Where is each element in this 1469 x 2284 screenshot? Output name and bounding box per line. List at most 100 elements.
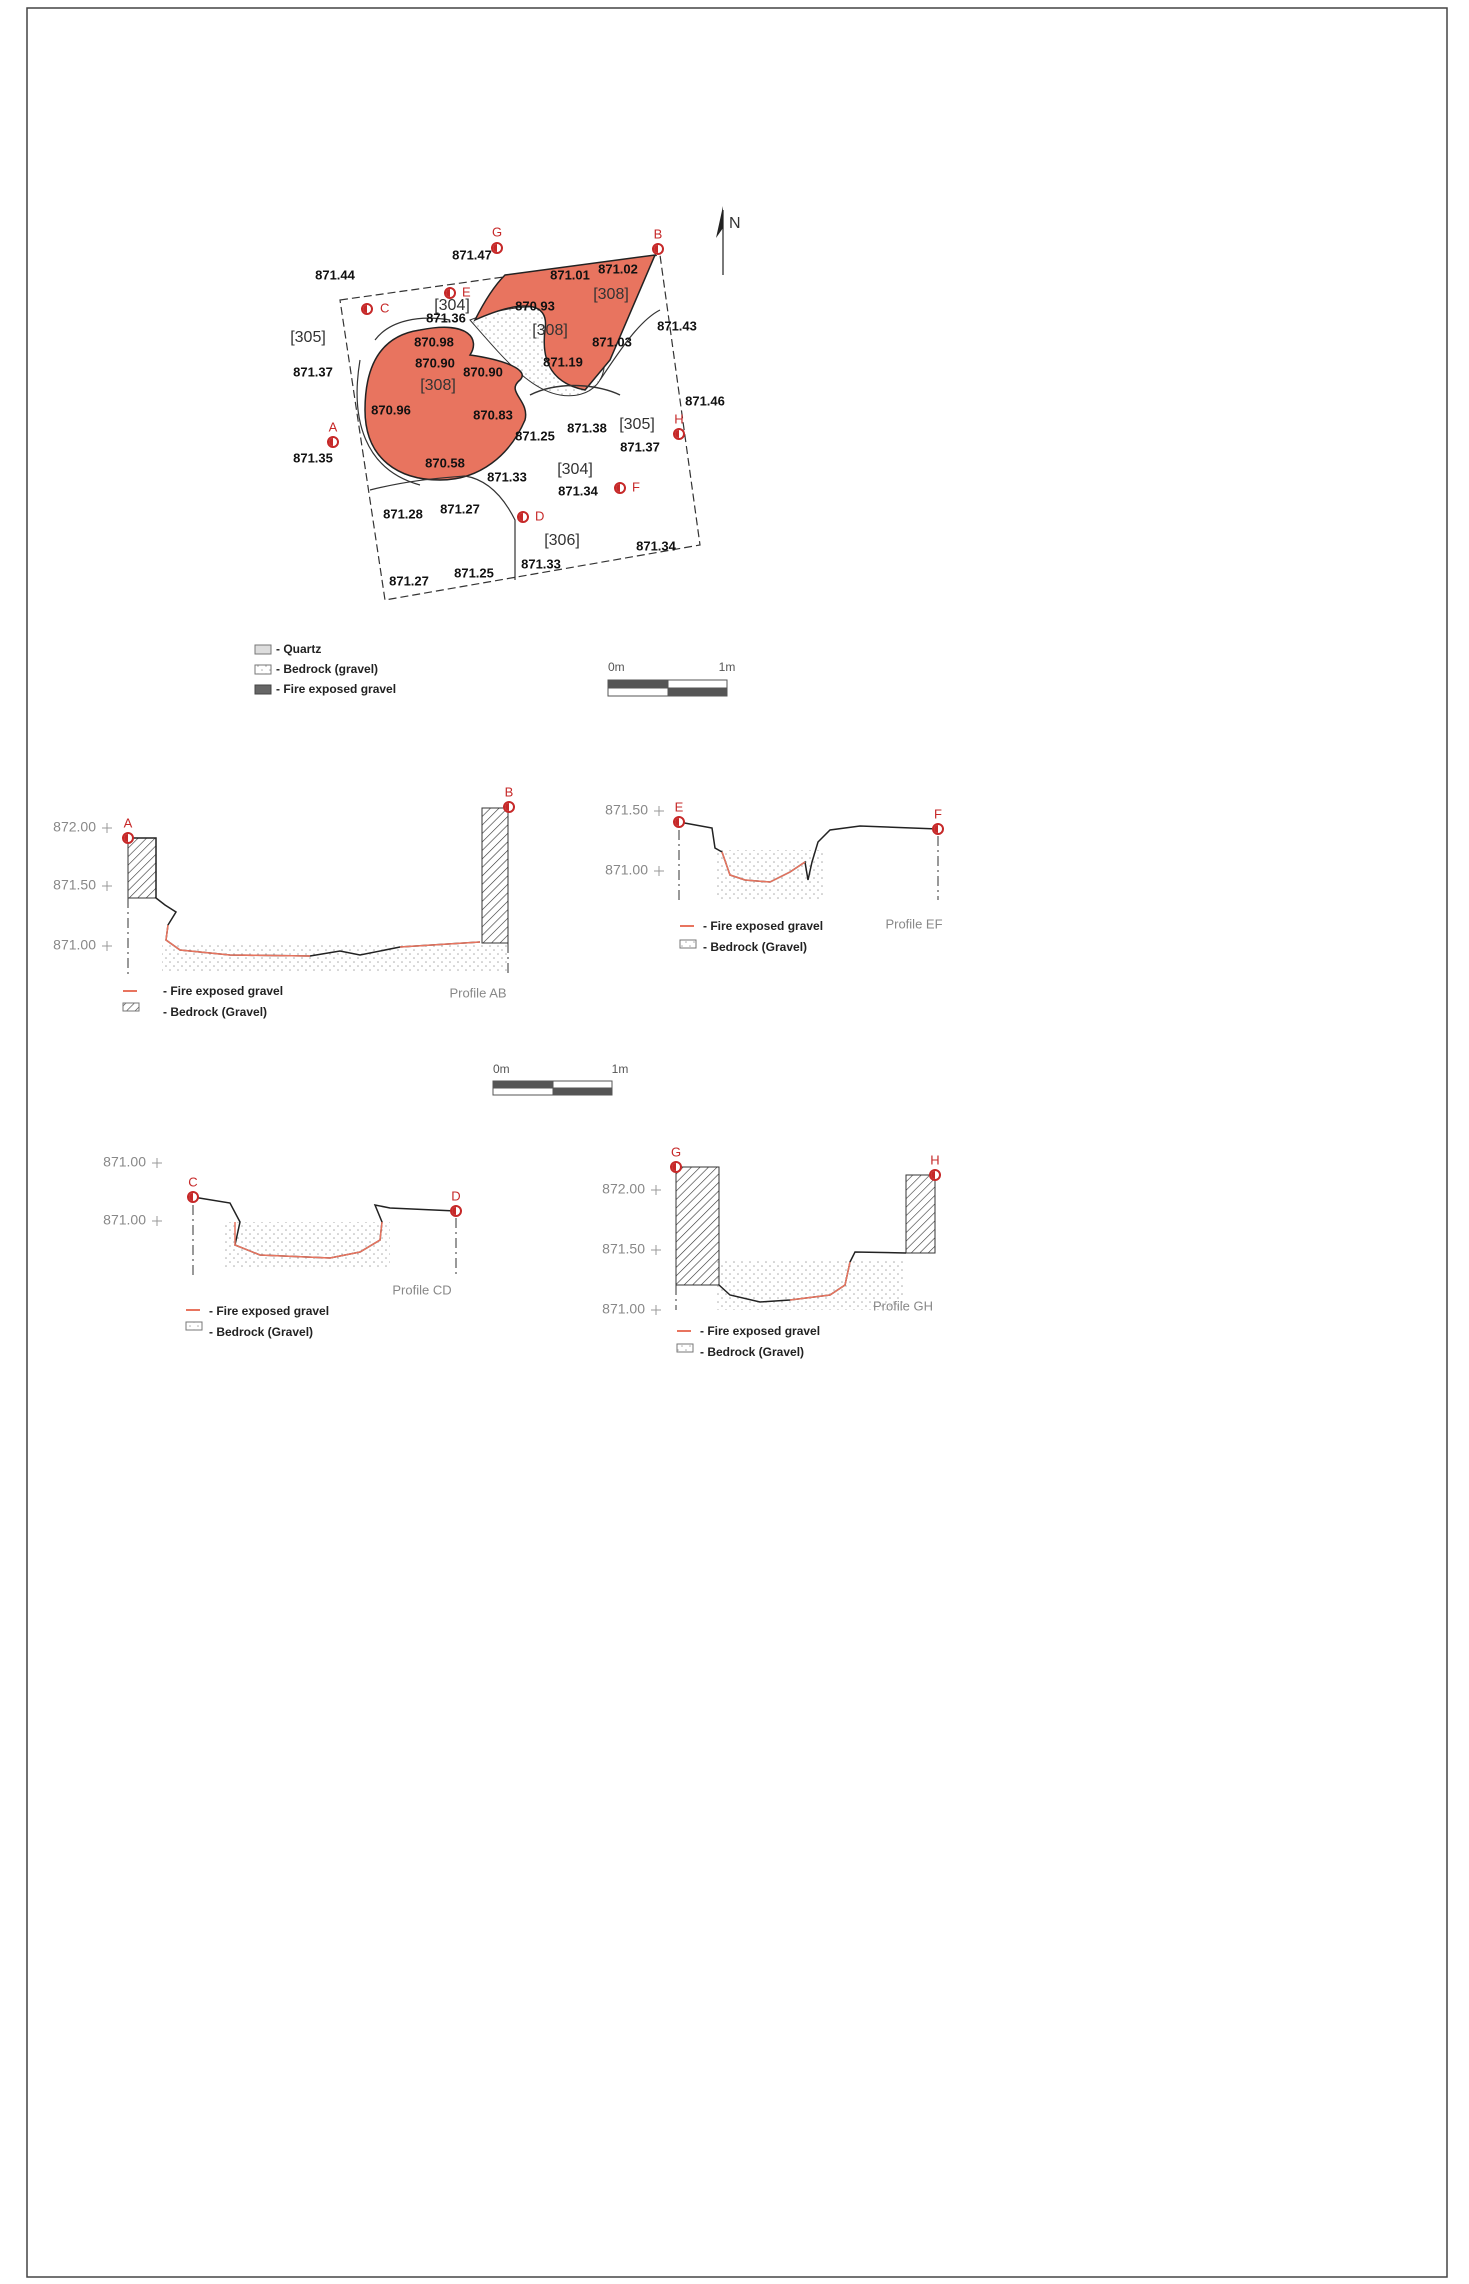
point-label: E <box>462 284 471 299</box>
level-tick <box>152 1158 162 1168</box>
profile-title: Profile AB <box>449 985 506 1000</box>
elevation-label: 871.28 <box>383 506 423 521</box>
elevation-label: 871.38 <box>567 420 607 435</box>
elevation-label: 871.33 <box>521 556 561 571</box>
point-label: B <box>505 784 514 799</box>
legend-label: - Bedrock (gravel) <box>276 662 378 676</box>
elevation-label: 870.96 <box>371 402 411 417</box>
elevation-label: 870.83 <box>473 407 513 422</box>
context-label: [308] <box>593 286 629 303</box>
survey-point-fill <box>363 305 367 313</box>
elevation-label: 871.37 <box>293 364 333 379</box>
point-label: F <box>632 479 640 494</box>
level-label: 871.00 <box>103 1212 146 1228</box>
point-label: D <box>451 1188 460 1203</box>
elevation-label: 870.93 <box>515 298 555 313</box>
legend-label: - Fire exposed gravel <box>163 984 283 998</box>
point-label: G <box>671 1144 681 1159</box>
legend-label: - Fire exposed gravel <box>700 1324 820 1338</box>
level-label: 871.50 <box>605 802 648 818</box>
elevation-label: 870.58 <box>425 455 465 470</box>
elevation-label: 871.33 <box>487 469 527 484</box>
level-label: 871.00 <box>53 937 96 953</box>
point-label: F <box>934 806 942 821</box>
scale-label: 1m <box>719 660 736 674</box>
level-label: 871.00 <box>103 1154 146 1170</box>
context-label: [306] <box>544 532 580 549</box>
point-label: B <box>654 226 663 241</box>
level-tick <box>654 806 664 816</box>
point-label: D <box>535 508 544 523</box>
profile-drawings <box>122 807 939 1353</box>
north-label: N <box>729 215 741 232</box>
survey-point-fill <box>519 513 523 521</box>
elevation-label: 871.34 <box>636 538 677 553</box>
survey-point-fill <box>505 803 509 811</box>
plan-drawing <box>254 206 728 697</box>
survey-point-fill <box>446 289 450 297</box>
elevation-label: 871.01 <box>550 267 590 282</box>
context-label: [304] <box>434 297 470 314</box>
survey-point-fill <box>189 1193 193 1201</box>
point-label: A <box>329 419 338 434</box>
legend-label: - Bedrock (Gravel) <box>209 1325 313 1339</box>
elevation-label: 871.19 <box>543 354 583 369</box>
elevation-label: 871.25 <box>454 565 494 580</box>
point-label: C <box>380 300 389 315</box>
legend-label: - Quartz <box>276 642 321 656</box>
legend-label: - Bedrock (Gravel) <box>163 1005 267 1019</box>
elevation-label: 871.25 <box>515 428 555 443</box>
survey-point-fill <box>654 245 658 253</box>
level-tick <box>102 823 112 833</box>
survey-point-fill <box>616 484 620 492</box>
context-label: [305] <box>619 416 655 433</box>
survey-point-fill <box>675 430 679 438</box>
scale-label: 1m <box>612 1062 629 1076</box>
elevation-label: 871.34 <box>558 483 599 498</box>
elevation-label: 871.35 <box>293 450 333 465</box>
elevation-label: 871.37 <box>620 439 660 454</box>
level-label: 872.00 <box>602 1181 645 1197</box>
survey-point-fill <box>675 818 679 826</box>
legend-label: - Fire exposed gravel <box>276 682 396 696</box>
point-label: G <box>492 224 502 239</box>
level-tick <box>102 881 112 891</box>
context-label: [308] <box>532 322 568 339</box>
elevation-label: 871.46 <box>685 393 725 408</box>
elevation-label: 871.47 <box>452 247 492 262</box>
context-label: [305] <box>290 329 326 346</box>
elevation-label: 870.90 <box>415 355 455 370</box>
level-tick <box>102 941 112 951</box>
profile-title: Profile GH <box>873 1298 933 1313</box>
survey-point-fill <box>452 1207 456 1215</box>
survey-point-fill <box>124 834 128 842</box>
elevation-label: 871.43 <box>657 318 697 333</box>
elevation-label: 871.27 <box>389 573 429 588</box>
elevation-label: 871.36 <box>426 310 466 325</box>
scale-label: 0m <box>493 1062 510 1076</box>
profile-title: Profile EF <box>885 916 942 931</box>
elevation-label: 870.90 <box>463 364 503 379</box>
level-label: 871.50 <box>53 877 96 893</box>
point-label: H <box>674 411 683 426</box>
level-label: 871.50 <box>602 1241 645 1257</box>
page-border <box>26 7 1448 2278</box>
level-tick <box>651 1245 661 1255</box>
survey-point-fill <box>931 1171 935 1179</box>
survey-point-fill <box>329 438 333 446</box>
legend-label: - Fire exposed gravel <box>209 1304 329 1318</box>
level-label: 872.00 <box>53 819 96 835</box>
survey-point-fill <box>672 1163 676 1171</box>
elevation-label: 871.44 <box>315 267 356 282</box>
survey-point-fill <box>493 244 497 252</box>
legend-label: - Fire exposed gravel <box>703 919 823 933</box>
point-label: H <box>930 1152 939 1167</box>
context-label: [304] <box>557 461 593 478</box>
level-label: 871.00 <box>605 862 648 878</box>
level-tick <box>152 1216 162 1226</box>
elevation-label: 871.03 <box>592 334 632 349</box>
level-tick <box>651 1305 661 1315</box>
elevation-label: 871.02 <box>598 261 638 276</box>
profile-title: Profile CD <box>392 1282 451 1297</box>
